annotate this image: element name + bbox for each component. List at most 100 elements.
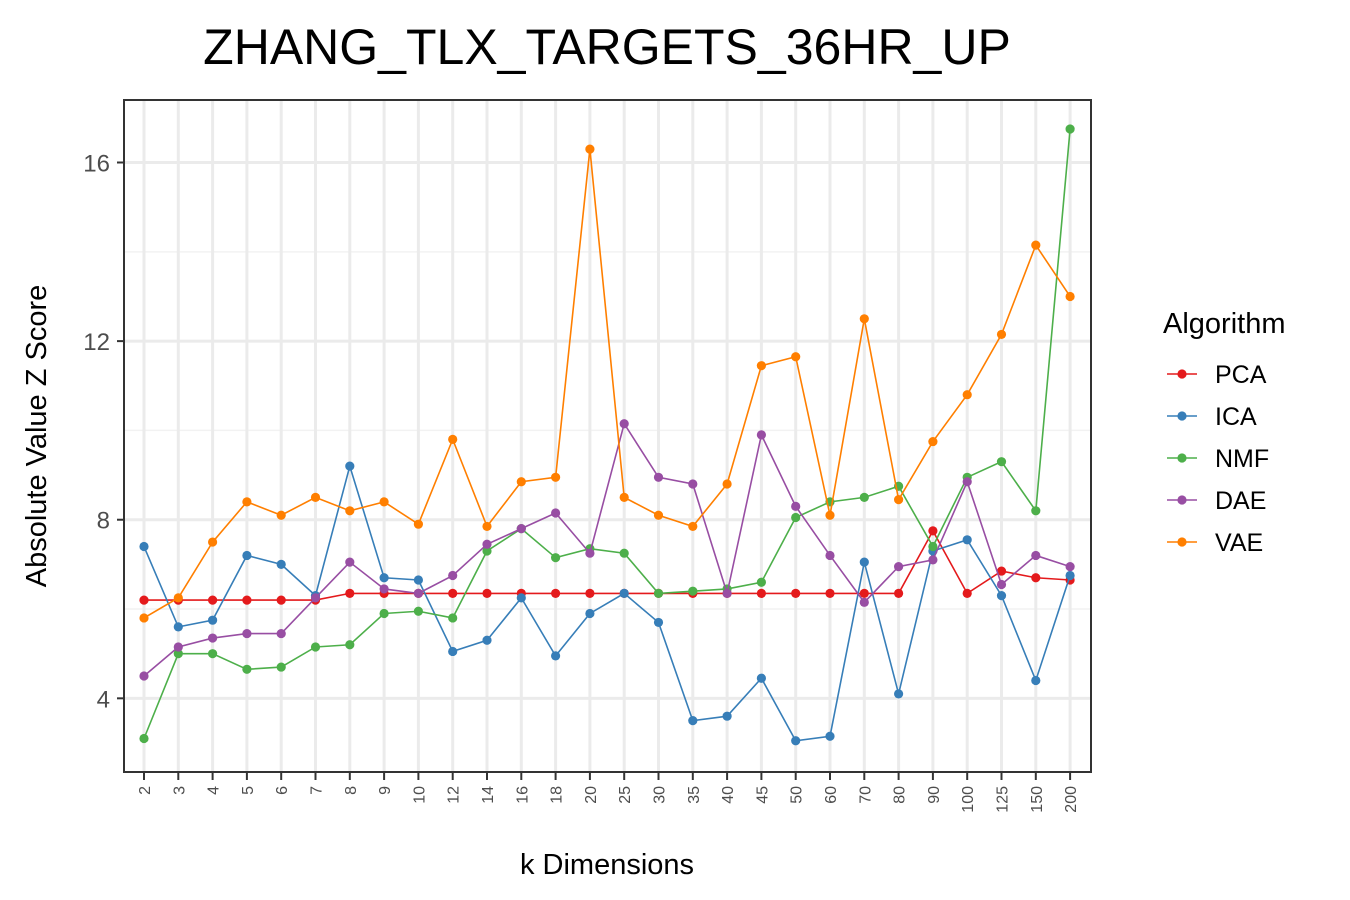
series-vae [139,144,1075,623]
x-tick-label: 80 [892,786,909,804]
data-point [413,519,423,529]
x-tick-label: 6 [274,786,291,795]
x-tick-label: 4 [206,786,223,795]
data-point [1031,240,1041,250]
data-point [585,548,595,558]
data-point [516,593,526,603]
data-point [139,733,149,744]
data-point [551,651,561,661]
legend-label: DAE [1215,487,1266,515]
data-point [173,622,183,632]
data-point [310,492,321,502]
data-point [310,593,321,603]
data-point [928,541,938,552]
chart-title: ZHANG_TLX_TARGETS_36HR_UP [203,19,1011,75]
data-point [756,673,767,683]
data-point [276,510,286,520]
x-tick-label: 5 [240,786,257,795]
series-line [143,463,1071,742]
x-tick-label: 35 [686,786,703,804]
data-point [996,457,1007,467]
legend-item-pca: PCA [1167,361,1267,389]
data-point [208,595,218,605]
data-point [1031,550,1041,561]
data-point [619,492,629,502]
data-point [448,588,458,598]
series-dae [139,419,1075,681]
data-point [585,144,595,154]
data-point [894,689,904,699]
x-tick-label: 18 [549,786,566,804]
data-point [859,588,869,598]
data-point [756,577,767,587]
legend-key-point [1177,495,1187,505]
legend-label: VAE [1215,529,1263,557]
data-point [756,361,767,371]
data-point [619,588,629,598]
plot-panel [124,100,1091,772]
data-point [276,628,286,639]
data-point [448,434,458,444]
data-point [413,606,423,616]
legend-item-ica: ICA [1167,403,1257,431]
plot-panel-border [123,99,1092,773]
data-point [928,526,938,536]
data-point [482,546,492,556]
data-point [208,633,218,643]
series-layer [139,124,1075,746]
data-point [448,646,458,657]
data-point [379,573,389,583]
data-point [242,595,252,605]
data-point [413,588,423,598]
data-point [139,595,149,605]
x-tick-label: 2 [137,786,154,795]
data-point [722,711,732,721]
data-point [859,314,869,324]
legend-item-nmf: NMF [1167,445,1269,473]
data-point [448,570,458,581]
data-point [791,588,801,598]
x-tick-label: 14 [480,786,497,804]
y-tick-label: 12 [83,329,110,356]
x-tick-label: 150 [1029,786,1046,813]
data-point [310,642,321,652]
x-tick-label: 200 [1063,786,1080,813]
data-point [516,524,526,534]
data-point [345,557,355,567]
data-point [688,716,698,726]
data-point [139,671,149,681]
data-point [928,555,938,565]
data-point [379,497,389,507]
data-point [653,617,664,628]
x-tick-label: 40 [720,786,737,804]
data-point [825,588,835,598]
data-point [1065,124,1075,134]
data-point [1031,573,1041,583]
data-point [379,608,389,619]
data-point [482,635,492,645]
data-point [139,613,149,623]
y-tick-label: 8 [97,508,110,535]
series-line [144,529,1071,601]
data-point [139,541,149,552]
data-point [1031,675,1041,686]
data-point [516,477,526,487]
x-tick-label: 30 [652,786,669,804]
data-point [688,479,698,489]
data-point [825,550,835,561]
grid [124,100,1091,772]
data-point [791,352,801,362]
data-point [722,479,732,489]
x-tick-label: 70 [857,786,874,804]
x-tick-label: 125 [995,786,1012,813]
data-point [173,642,183,652]
legend-item-vae: VAE [1167,529,1263,557]
data-point [276,559,286,569]
data-point [928,436,938,447]
data-point [208,537,218,547]
data-point [653,588,664,598]
legend-label: PCA [1215,361,1267,389]
data-point [688,521,698,532]
x-tick-label: 60 [823,786,840,804]
data-point [619,548,629,558]
